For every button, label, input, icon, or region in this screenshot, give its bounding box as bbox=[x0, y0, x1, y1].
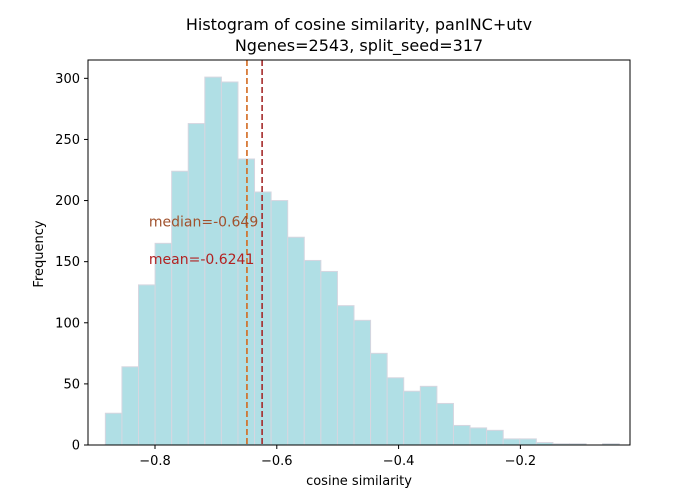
histogram-bar bbox=[121, 366, 140, 446]
histogram-bar bbox=[287, 236, 305, 446]
histogram-bar bbox=[436, 402, 454, 446]
histogram-bar bbox=[419, 385, 438, 446]
y-tick-label: 0 bbox=[72, 439, 80, 454]
histogram-bar bbox=[154, 242, 173, 446]
chart-title-line2: Ngenes=2543, split_seed=317 bbox=[235, 36, 483, 56]
y-tick-label: 200 bbox=[55, 194, 80, 209]
histogram-bars bbox=[104, 76, 620, 446]
y-tick-label: 100 bbox=[55, 316, 80, 331]
histogram-bar bbox=[502, 438, 521, 446]
y-tick-label: 50 bbox=[63, 377, 80, 392]
histogram-bar bbox=[303, 259, 322, 446]
histogram-bar bbox=[452, 424, 471, 446]
histogram-bar bbox=[353, 319, 372, 446]
median-annotation: median=-0.649 bbox=[149, 214, 258, 230]
chart-title-line1: Histogram of cosine similarity, panINC+u… bbox=[186, 15, 532, 34]
histogram-bar bbox=[469, 427, 488, 446]
y-axis-label: Frequency bbox=[32, 220, 47, 287]
histogram-bar bbox=[104, 412, 123, 446]
x-tick-label: −0.8 bbox=[139, 454, 171, 469]
x-tick-label: −0.2 bbox=[505, 454, 537, 469]
histogram-bar bbox=[138, 284, 156, 446]
x-axis-label: cosine similarity bbox=[306, 474, 412, 489]
y-tick-label: 300 bbox=[55, 72, 80, 87]
annotations: median=-0.649 mean=-0.6241 bbox=[149, 214, 258, 268]
histogram-bar bbox=[386, 377, 405, 446]
histogram-bar bbox=[270, 200, 289, 446]
x-axis-ticks: −0.8 −0.6 −0.4 −0.2 bbox=[139, 445, 536, 469]
x-tick-label: −0.6 bbox=[261, 454, 293, 469]
histogram-bar bbox=[403, 390, 421, 446]
histogram-bar bbox=[320, 270, 338, 446]
histogram-bar bbox=[171, 170, 189, 446]
histogram-bar bbox=[519, 438, 537, 446]
y-tick-label: 150 bbox=[55, 255, 80, 270]
reference-lines bbox=[246, 60, 263, 445]
y-axis-ticks: 0 50 100 150 200 250 300 bbox=[55, 72, 88, 454]
histogram-bar bbox=[370, 352, 388, 446]
histogram-bar bbox=[187, 123, 206, 446]
x-tick-label: −0.4 bbox=[383, 454, 415, 469]
mean-annotation: mean=-0.6241 bbox=[149, 252, 254, 268]
y-tick-label: 250 bbox=[55, 133, 80, 148]
axes-frame bbox=[87, 59, 631, 446]
histogram-bar bbox=[486, 429, 504, 446]
histogram-bar bbox=[336, 305, 355, 446]
